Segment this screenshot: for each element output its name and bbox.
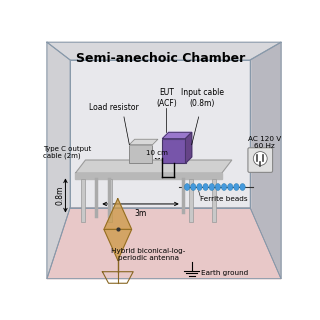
Text: Input cable
(0.8m): Input cable (0.8m) — [181, 88, 224, 108]
Polygon shape — [76, 173, 222, 179]
Bar — [212, 179, 216, 222]
Ellipse shape — [197, 184, 202, 190]
Polygon shape — [129, 139, 158, 145]
Text: 0.8m: 0.8m — [56, 186, 65, 205]
Ellipse shape — [228, 184, 233, 190]
Polygon shape — [70, 60, 250, 208]
Text: 3m: 3m — [135, 209, 147, 218]
Ellipse shape — [253, 152, 267, 165]
Polygon shape — [163, 132, 192, 139]
Text: EUT
(ACF): EUT (ACF) — [156, 88, 177, 108]
FancyBboxPatch shape — [248, 148, 273, 172]
Text: Load resistor: Load resistor — [89, 102, 139, 112]
Ellipse shape — [240, 184, 245, 190]
Text: 10 cm: 10 cm — [146, 150, 168, 156]
Ellipse shape — [209, 184, 214, 190]
Text: Earth ground: Earth ground — [201, 270, 248, 276]
Polygon shape — [76, 160, 232, 173]
Bar — [189, 179, 193, 222]
Polygon shape — [47, 208, 281, 279]
Bar — [81, 179, 85, 222]
Text: Semi-anechoic Chamber: Semi-anechoic Chamber — [76, 52, 245, 65]
Text: AC 120 V
60 Hz: AC 120 V 60 Hz — [248, 136, 282, 149]
Bar — [163, 139, 186, 163]
Ellipse shape — [203, 184, 208, 190]
Text: Type C output
cable (2m): Type C output cable (2m) — [43, 146, 92, 159]
Bar — [129, 145, 152, 163]
Polygon shape — [104, 229, 132, 260]
Bar — [108, 179, 112, 222]
Ellipse shape — [234, 184, 239, 190]
Ellipse shape — [215, 184, 220, 190]
Ellipse shape — [191, 184, 196, 190]
Polygon shape — [104, 198, 132, 229]
Polygon shape — [186, 132, 192, 163]
Polygon shape — [47, 42, 281, 60]
Polygon shape — [250, 42, 281, 279]
Text: Ferrite beads: Ferrite beads — [200, 196, 248, 202]
Polygon shape — [47, 42, 70, 279]
Ellipse shape — [184, 184, 190, 190]
Text: Hybrid biconical-log-
periodic antenna: Hybrid biconical-log- periodic antenna — [111, 248, 186, 261]
Ellipse shape — [221, 184, 227, 190]
